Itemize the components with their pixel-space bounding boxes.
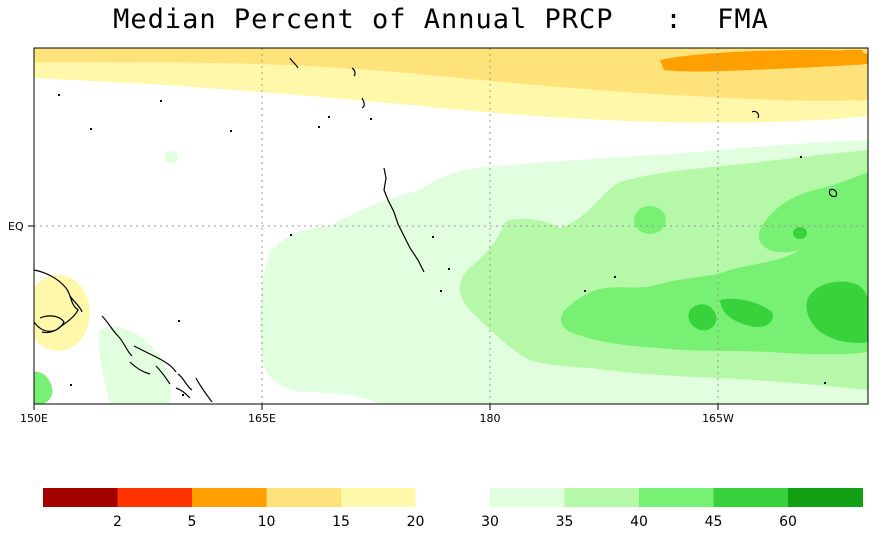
legend-swatch-10 (788, 488, 863, 507)
lon-label-165w: 165W (702, 412, 734, 425)
legend-swatch-9 (713, 488, 789, 507)
legend-swatch-0 (43, 488, 118, 507)
legend-label-0: 2 (113, 514, 122, 530)
contour-40-region (560, 226, 868, 355)
legend-swatch-4 (341, 488, 416, 507)
legend-swatch-7 (564, 488, 640, 507)
contour-10-band (660, 50, 868, 72)
small-islands (58, 94, 826, 396)
contour-40-patch (634, 206, 666, 234)
legend-label-2: 10 (258, 514, 276, 530)
legend-label-7: 40 (630, 514, 648, 530)
lat-label-eq: EQ (8, 220, 24, 233)
contour-45-patch-b (688, 304, 717, 331)
contour-40-east (759, 172, 868, 253)
tick-marks (28, 225, 719, 410)
contour-45-patch-a (806, 281, 868, 343)
legend-swatch-6 (490, 488, 565, 507)
legend-label-4: 20 (407, 514, 425, 530)
legend-swatch-1 (117, 488, 193, 507)
page-title: Median Percent of Annual PRCP : FMA (113, 4, 769, 35)
coastlines (34, 57, 838, 403)
contour-45-patch-d (793, 227, 807, 239)
legend-label-3: 15 (332, 514, 350, 530)
map-field (34, 48, 868, 404)
legend-swatch-5 (415, 488, 491, 507)
legend-label-6: 35 (556, 514, 574, 530)
legend-label-5: 30 (481, 514, 499, 530)
contour-10-patch (842, 50, 866, 64)
legend-label-9: 60 (779, 514, 797, 530)
contour-40-png (34, 371, 53, 404)
lon-label-180: 180 (480, 412, 501, 425)
contour-30-dot (164, 151, 178, 163)
lon-label-150e: 150E (20, 412, 48, 425)
contour-30-png (98, 326, 172, 404)
legend-swatch-8 (639, 488, 714, 507)
legend-swatch-2 (192, 488, 267, 507)
lon-label-165e: 165E (248, 412, 276, 425)
contour-15-band (34, 48, 868, 101)
legend-label-8: 45 (705, 514, 723, 530)
graticule (34, 48, 868, 404)
legend-label-1: 5 (188, 514, 197, 530)
contour-45-patch-c (720, 298, 773, 328)
legend-swatch-3 (266, 488, 342, 507)
